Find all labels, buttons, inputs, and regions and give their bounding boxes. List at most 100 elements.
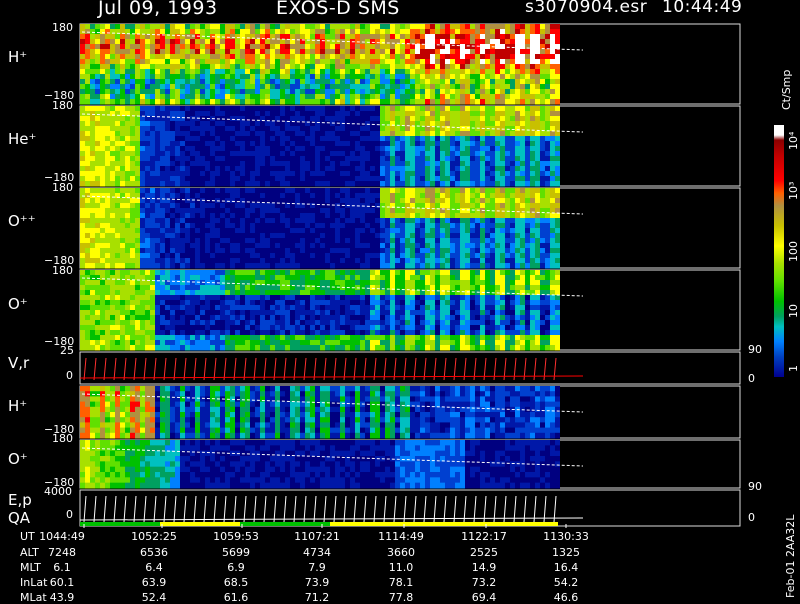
heat-cell bbox=[415, 253, 420, 259]
heat-cell bbox=[475, 203, 480, 209]
heat-cell bbox=[80, 203, 85, 209]
heat-cell bbox=[210, 258, 215, 264]
heat-cell bbox=[180, 213, 185, 219]
heat-cell bbox=[420, 248, 425, 254]
heat-cell bbox=[335, 116, 340, 122]
heat-cell bbox=[80, 248, 85, 254]
heat-cell bbox=[250, 166, 255, 172]
heat-cell bbox=[465, 136, 470, 142]
heat-cell bbox=[220, 106, 225, 112]
heat-cell bbox=[435, 116, 440, 122]
heat-cell bbox=[275, 64, 280, 70]
heat-cell bbox=[190, 24, 195, 30]
heat-cell bbox=[170, 300, 175, 306]
heat-cell bbox=[300, 106, 305, 112]
heat-cell bbox=[435, 44, 440, 50]
heat-cell bbox=[165, 193, 170, 199]
heat-cell bbox=[390, 24, 395, 30]
heat-cell bbox=[455, 156, 460, 162]
heat-cell bbox=[120, 79, 125, 85]
heat-cell bbox=[195, 198, 200, 204]
heat-cell bbox=[365, 151, 370, 157]
heat-cell bbox=[450, 54, 455, 60]
heat-cell bbox=[295, 188, 300, 194]
heat-cell bbox=[365, 166, 370, 172]
heat-cell bbox=[190, 94, 195, 100]
heat-cell bbox=[450, 188, 455, 194]
heat-cell bbox=[250, 253, 255, 259]
heat-cell bbox=[230, 203, 235, 209]
heat-cell bbox=[120, 121, 125, 127]
heat-cell bbox=[500, 89, 505, 95]
heat-cell bbox=[335, 218, 340, 224]
heat-cell bbox=[130, 253, 135, 259]
heat-cell bbox=[360, 24, 365, 30]
heat-cell bbox=[550, 213, 555, 219]
heat-cell bbox=[550, 258, 555, 264]
heat-cell bbox=[155, 136, 160, 142]
heat-cell bbox=[155, 310, 160, 316]
heat-cell bbox=[245, 121, 250, 127]
heat-cell bbox=[420, 136, 425, 142]
heat-cell bbox=[420, 238, 425, 244]
heat-cell bbox=[490, 146, 495, 152]
heat-cell bbox=[535, 156, 540, 162]
heat-cell bbox=[325, 181, 330, 187]
heat-cell bbox=[130, 136, 135, 142]
heat-cell bbox=[520, 29, 525, 35]
heat-cell bbox=[155, 141, 160, 147]
heat-cell bbox=[550, 176, 555, 182]
heat-cell bbox=[170, 315, 175, 321]
heat-cell bbox=[205, 146, 210, 152]
heat-cell bbox=[400, 233, 405, 239]
heat-cell bbox=[235, 223, 240, 229]
heat-cell bbox=[185, 270, 190, 276]
heat-cell bbox=[95, 161, 100, 167]
heat-cell bbox=[205, 59, 210, 65]
heat-cell bbox=[365, 213, 370, 219]
heat-cell bbox=[460, 34, 465, 40]
heat-cell bbox=[220, 181, 225, 187]
heat-cell bbox=[425, 131, 430, 137]
heat-cell bbox=[340, 54, 345, 60]
heat-cell bbox=[520, 161, 525, 167]
heat-cell bbox=[120, 243, 125, 249]
heat-cell bbox=[425, 24, 430, 30]
heat-cell bbox=[355, 248, 360, 254]
heat-cell bbox=[140, 228, 145, 234]
heat-cell bbox=[325, 213, 330, 219]
heat-cell bbox=[130, 79, 135, 85]
heat-cell bbox=[325, 208, 330, 214]
heat-cell bbox=[175, 193, 180, 199]
heat-cell bbox=[550, 161, 555, 167]
heat-cell bbox=[520, 49, 525, 55]
heat-cell bbox=[395, 156, 400, 162]
heat-cell bbox=[305, 74, 310, 80]
heat-cell bbox=[395, 171, 400, 177]
heat-cell bbox=[505, 166, 510, 172]
heat-cell bbox=[140, 79, 145, 85]
heat-cell bbox=[195, 69, 200, 75]
heat-cell bbox=[300, 253, 305, 259]
heat-cell bbox=[220, 233, 225, 239]
heat-cell bbox=[215, 188, 220, 194]
heat-cell bbox=[455, 258, 460, 264]
heat-cell bbox=[440, 74, 445, 80]
heat-cell bbox=[355, 49, 360, 55]
heat-cell bbox=[150, 116, 155, 122]
heat-cell bbox=[520, 258, 525, 264]
heat-cell bbox=[190, 345, 195, 351]
heat-cell bbox=[360, 188, 365, 194]
heat-cell bbox=[550, 89, 555, 95]
heat-cell bbox=[125, 64, 130, 70]
heat-cell bbox=[175, 270, 180, 276]
heat-cell bbox=[480, 193, 485, 199]
heat-cell bbox=[305, 49, 310, 55]
heat-cell bbox=[165, 106, 170, 112]
heat-cell bbox=[115, 111, 120, 117]
heat-cell bbox=[120, 335, 125, 341]
heat-cell bbox=[225, 203, 230, 209]
heat-cell bbox=[90, 213, 95, 219]
heat-cell bbox=[425, 243, 430, 249]
